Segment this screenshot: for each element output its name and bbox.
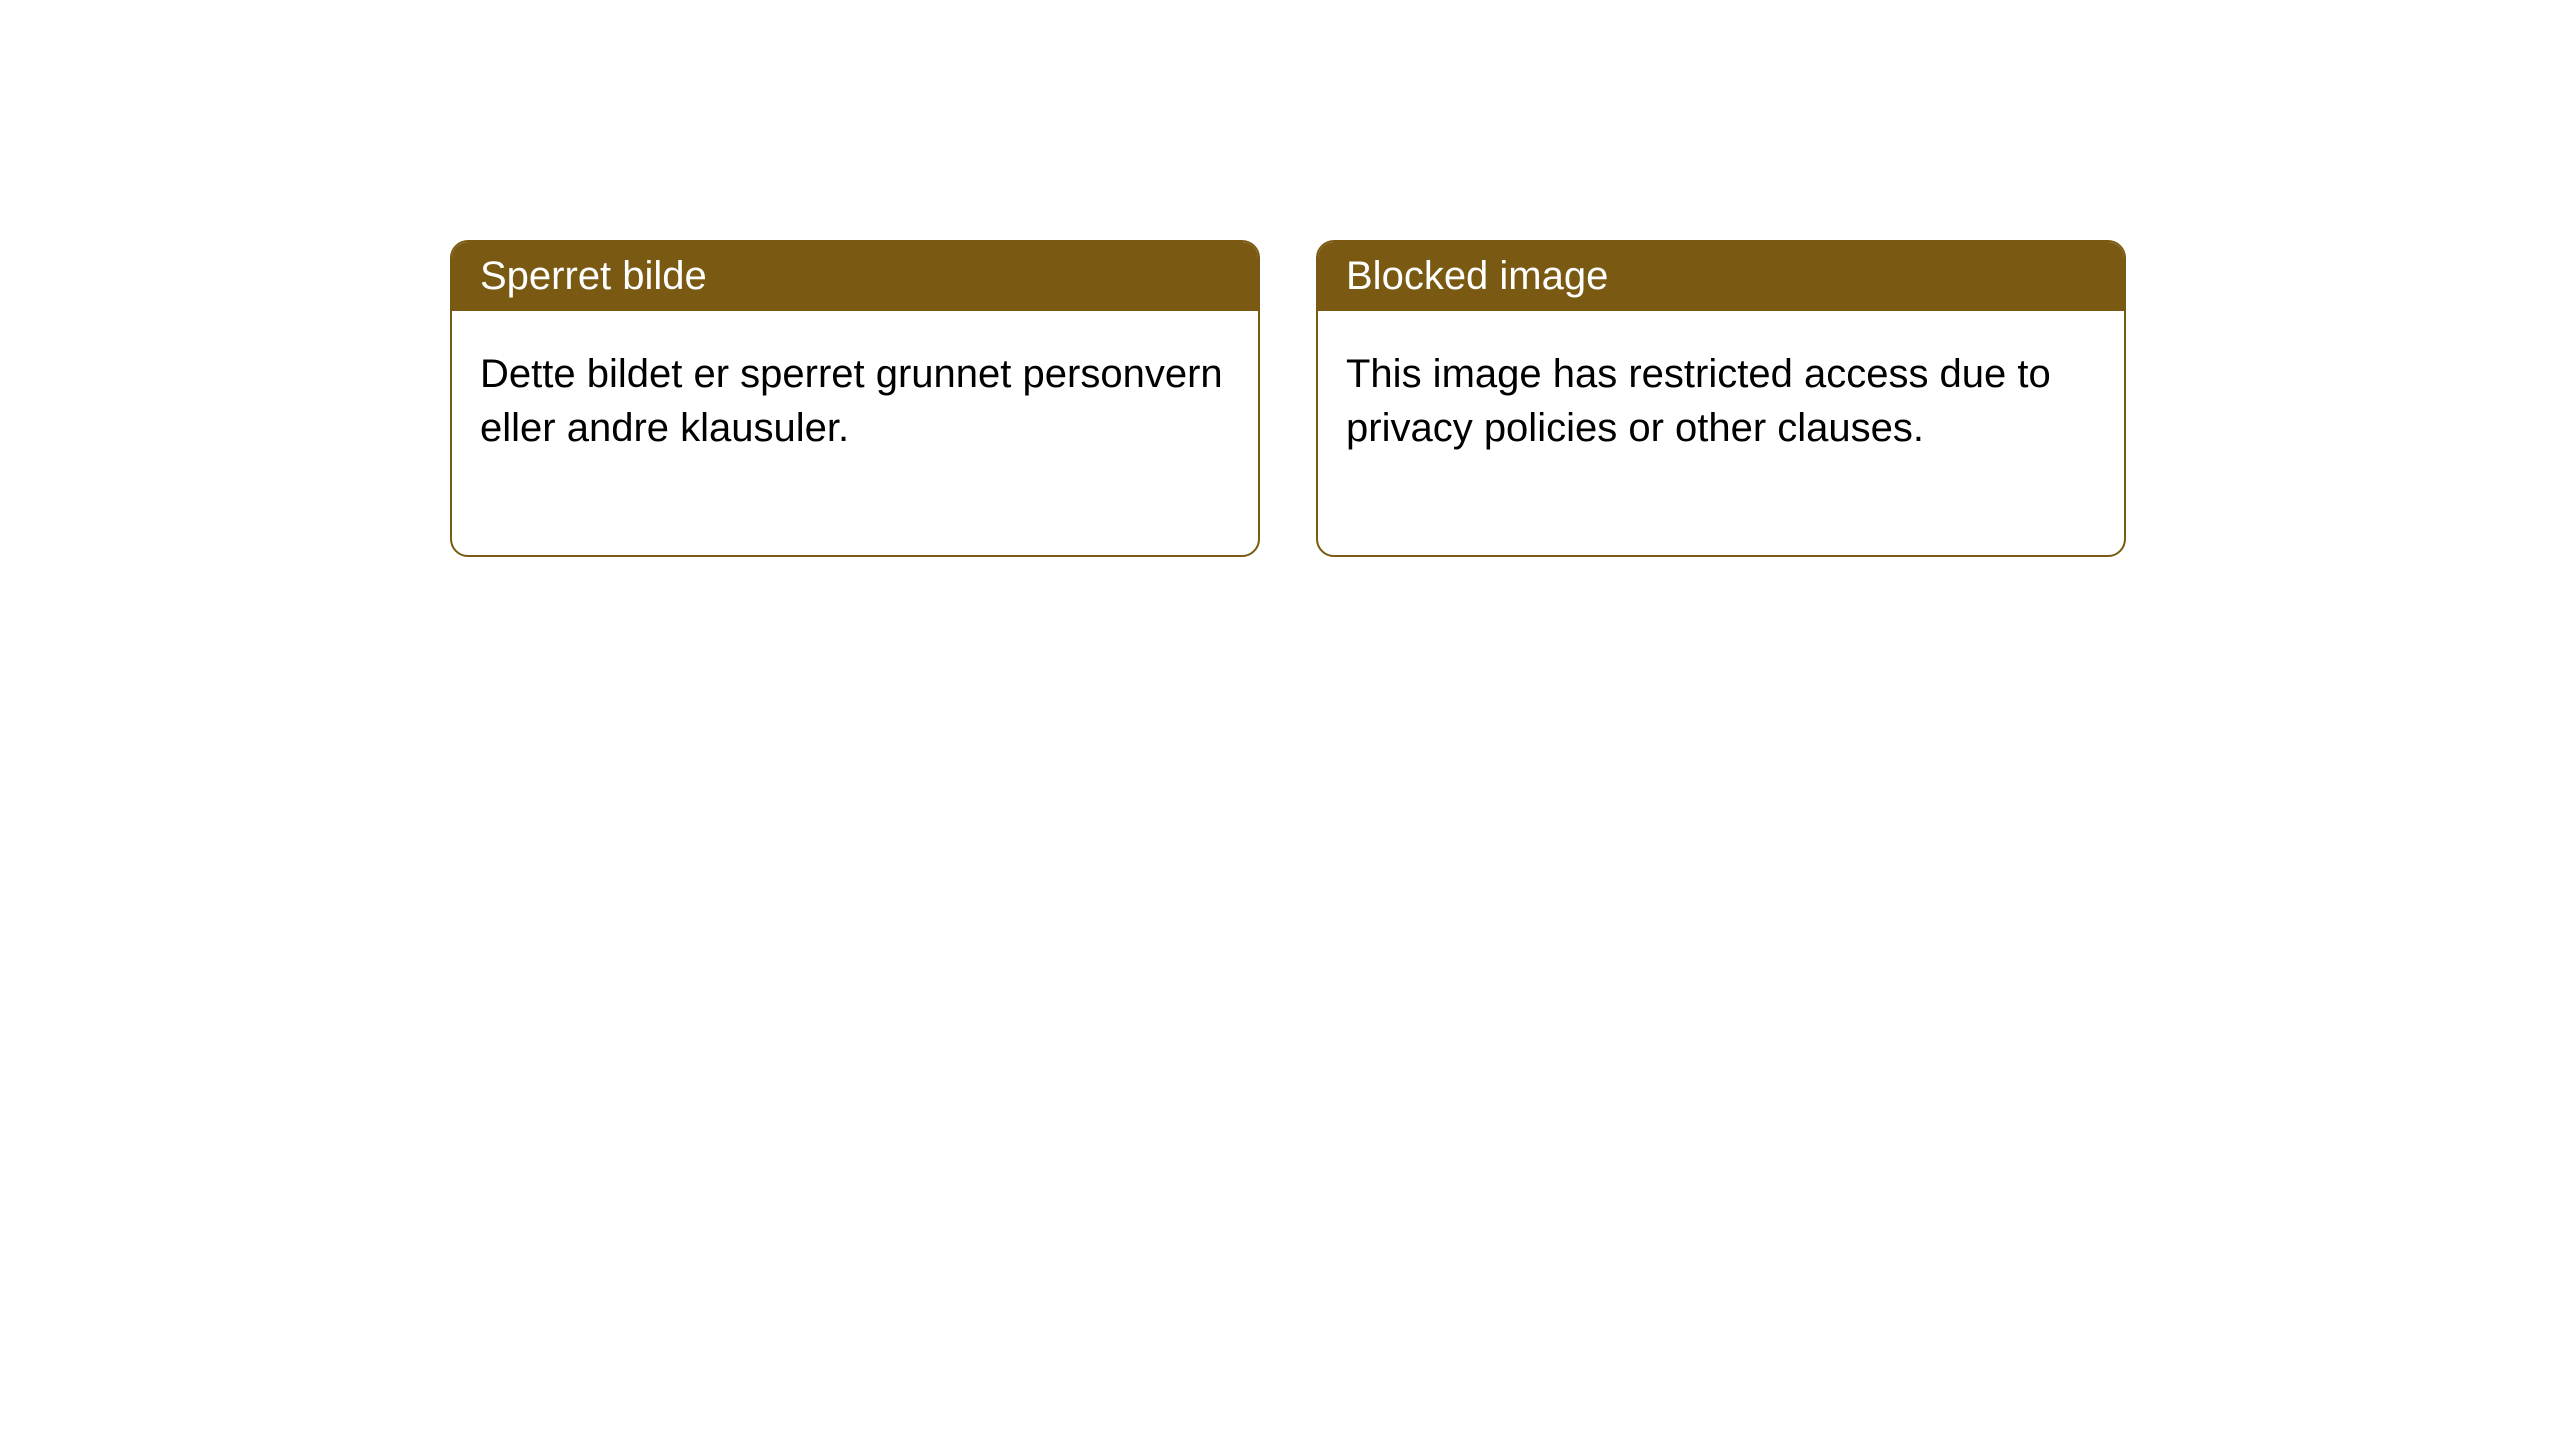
card-header: Sperret bilde <box>452 242 1258 311</box>
card-body: This image has restricted access due to … <box>1318 311 2124 555</box>
card-body-text: Dette bildet er sperret grunnet personve… <box>480 352 1223 450</box>
notice-cards-container: Sperret bilde Dette bildet er sperret gr… <box>450 240 2126 557</box>
card-header-text: Sperret bilde <box>480 254 707 298</box>
card-header: Blocked image <box>1318 242 2124 311</box>
card-body-text: This image has restricted access due to … <box>1346 352 2051 450</box>
notice-card-norwegian: Sperret bilde Dette bildet er sperret gr… <box>450 240 1260 557</box>
card-body: Dette bildet er sperret grunnet personve… <box>452 311 1258 555</box>
notice-card-english: Blocked image This image has restricted … <box>1316 240 2126 557</box>
card-header-text: Blocked image <box>1346 254 1608 298</box>
